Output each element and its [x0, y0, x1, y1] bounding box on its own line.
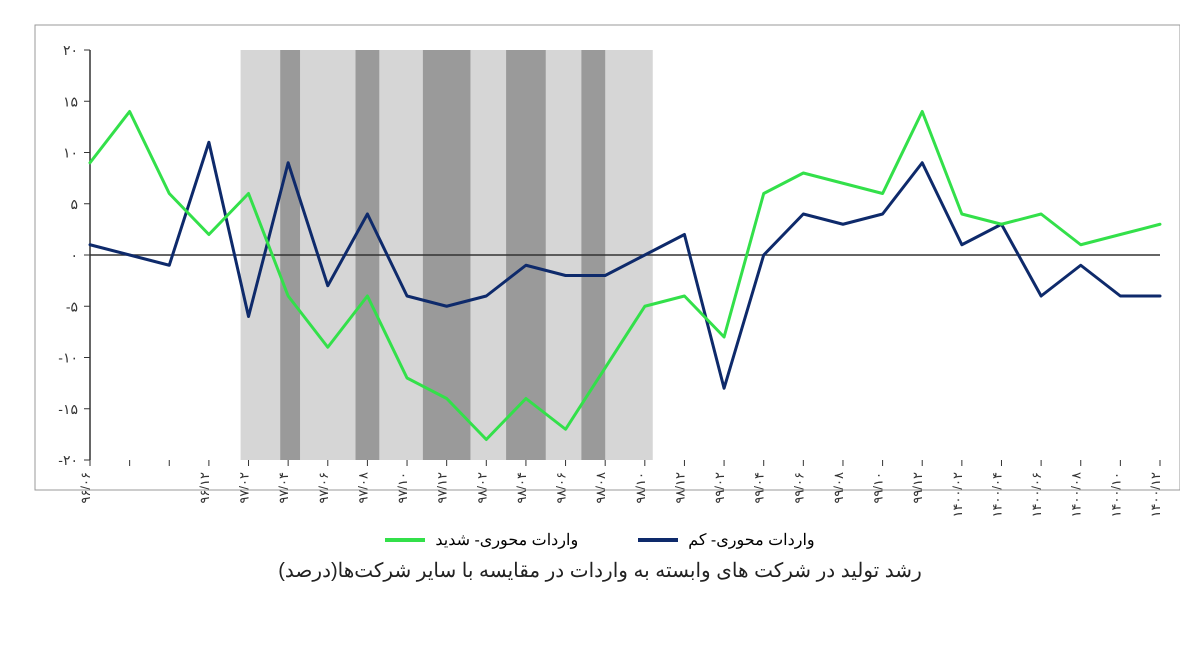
x-tick-label: ۹۹/۰۸	[831, 472, 846, 504]
x-tick-label: ۹۷/۱۰	[395, 472, 410, 504]
x-tick-label: ۱۴۰۰/۰۲	[950, 472, 965, 518]
x-tick-label: ۹۸/۰۲	[474, 472, 489, 504]
x-tick-label: ۹۷/۰۶	[316, 472, 331, 504]
x-tick-label: ۱۴۰۰/۱۲	[1148, 472, 1163, 518]
y-tick-label: -۵	[66, 298, 78, 314]
x-tick-label: ۹۹/۰۴	[752, 472, 767, 504]
y-tick-label: ۱۰	[63, 145, 78, 161]
x-tick-label: ۱۴۰۰/۰۸	[1069, 472, 1084, 518]
y-tick-label: -۱۵	[58, 401, 78, 417]
x-tick-label: ۹۹/۰۲	[712, 472, 727, 504]
x-tick-label: ۹۸/۰۸	[593, 472, 608, 504]
x-tick-label: ۹۸/۰۴	[514, 472, 529, 504]
legend-item-high: واردات محوری- شدید	[385, 530, 578, 550]
x-tick-label: ۹۷/۰۸	[355, 472, 370, 504]
y-tick-label: ۰	[70, 247, 78, 263]
y-tick-label: ۲۰	[63, 42, 78, 58]
x-tick-label: ۹۹/۰۶	[791, 472, 806, 504]
x-tick-label: ۹۸/۰۶	[554, 472, 569, 504]
y-tick-label: ۵	[70, 196, 78, 212]
x-tick-label: ۹۷/۰۲	[237, 472, 252, 504]
y-tick-label: -۱۰	[58, 350, 78, 366]
y-tick-label: -۲۰	[58, 452, 78, 468]
line-chart: -۲۰ -۱۵ -۱۰ -۵ ۰ ۵ ۱۰ ۱۵ ۲۰ ۹۶/۰۶ ۹۶/۱۲ ۹۷/۰۲ ۹۷/۰۴ ۹…	[20, 20, 1180, 520]
x-tick-label: ۹۹/۱۲	[910, 472, 925, 504]
x-tick-label: ۹۷/۱۲	[435, 472, 450, 504]
x-tick-label: ۹۹/۱۰	[871, 472, 886, 504]
x-tick-label: ۹۶/۰۶	[78, 472, 93, 504]
chart-caption: رشد تولید در شرکت های وابسته به واردات د…	[20, 558, 1180, 583]
legend-swatch-high	[385, 538, 425, 542]
legend-label-low: واردات محوری- کم	[688, 530, 814, 550]
legend-item-low: واردات محوری- کم	[638, 530, 814, 550]
x-tick-label: ۱۴۰۰/۱۰	[1108, 472, 1123, 518]
legend: واردات محوری- کم واردات محوری- شدید	[20, 530, 1180, 550]
chart-container: -۲۰ -۱۵ -۱۰ -۵ ۰ ۵ ۱۰ ۱۵ ۲۰ ۹۶/۰۶ ۹۶/۱۲ ۹۷/۰۲ ۹۷/۰۴ ۹…	[20, 20, 1180, 648]
legend-label-high: واردات محوری- شدید	[435, 530, 578, 550]
x-tick-label: ۹۸/۱۲	[672, 472, 687, 504]
x-tick-label: ۹۷/۰۴	[276, 472, 291, 504]
legend-swatch-low	[638, 538, 678, 542]
x-tick-label: ۱۴۰۰/۰۴	[989, 472, 1004, 518]
x-tick-label: ۹۸/۱۰	[633, 472, 648, 504]
x-tick-label: ۱۴۰۰/۰۶	[1029, 472, 1044, 518]
y-tick-label: ۱۵	[63, 93, 78, 109]
x-tick-label: ۹۶/۱۲	[197, 472, 212, 504]
